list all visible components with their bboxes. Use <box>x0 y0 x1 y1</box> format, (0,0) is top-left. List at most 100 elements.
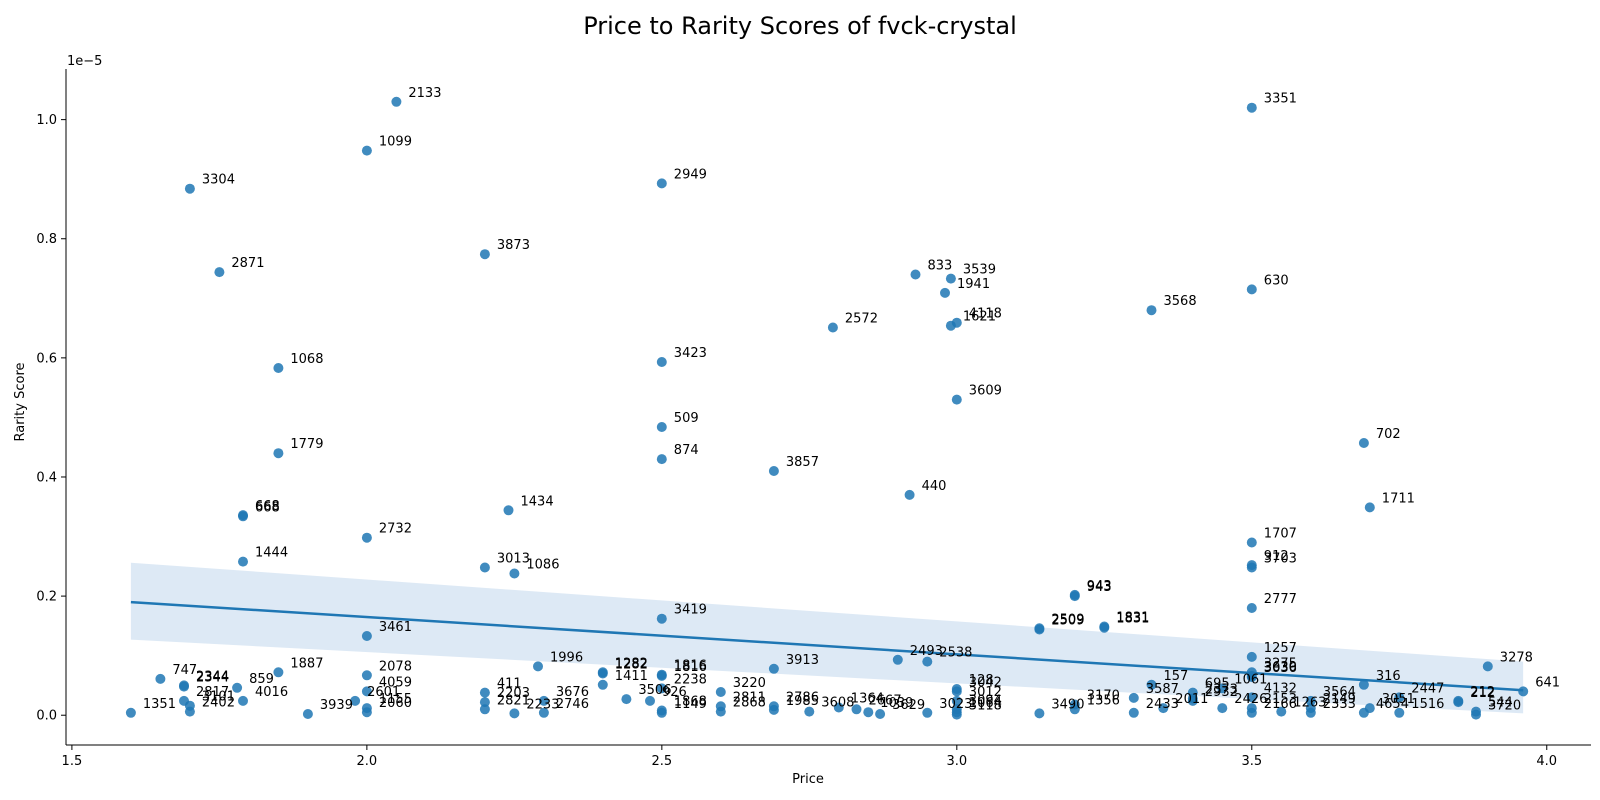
point-label: 2433 <box>1146 697 1179 712</box>
data-point <box>768 466 779 476</box>
data-point <box>715 706 726 717</box>
data-point <box>509 568 520 579</box>
point-label: 2203 <box>497 686 530 701</box>
x-tick-label: 3.5 <box>1241 754 1262 769</box>
point-label: 2786 <box>786 690 819 705</box>
data-point <box>656 454 667 465</box>
y-axis-label: Rarity Score <box>13 362 28 441</box>
point-label: 1149 <box>674 697 707 712</box>
point-label: 1941 <box>957 277 990 292</box>
point-label: 1779 <box>290 437 323 452</box>
point-label: 2078 <box>379 659 412 674</box>
point-label: 1868 <box>674 695 707 710</box>
x-axis-label: Price <box>792 772 824 787</box>
data-point <box>1453 697 1464 708</box>
data-point <box>1246 703 1257 714</box>
data-point <box>892 654 903 665</box>
point-label: 3012 <box>969 685 1002 700</box>
point-label: 2871 <box>231 256 264 271</box>
x-tick-label: 2.0 <box>357 754 378 769</box>
point-label: 2538 <box>939 646 972 661</box>
y-tick-label: 0.4 <box>36 470 57 485</box>
data-point <box>715 687 726 697</box>
point-label: 1444 <box>255 546 288 561</box>
point-label: 3939 <box>320 698 353 713</box>
x-tick-label: 2.5 <box>651 754 672 769</box>
point-label: 1364 <box>851 692 884 707</box>
data-point <box>940 287 950 298</box>
point-label: 544 <box>1488 696 1513 711</box>
data-point <box>910 269 921 280</box>
data-point <box>503 505 514 516</box>
x-tick-label: 4.0 <box>1536 754 1557 769</box>
data-point <box>951 709 962 720</box>
point-label: 4016 <box>255 685 288 700</box>
y-tick-label: 0.2 <box>36 590 57 605</box>
point-label: 1263 <box>1293 696 1326 711</box>
chart-title: Price to Rarity Scores of fvck-crystal <box>583 12 1017 40</box>
point-label: 3676 <box>556 685 589 700</box>
point-label: 2572 <box>845 312 878 327</box>
point-label: 3351 <box>1264 92 1297 107</box>
point-label: 3913 <box>786 653 819 668</box>
data-point <box>238 510 248 521</box>
data-point <box>361 703 372 714</box>
y-tick-label: 0.6 <box>36 351 57 366</box>
point-label: 1831 <box>1116 611 1149 626</box>
point-label: 2166 <box>1264 697 1297 712</box>
point-label: 874 <box>674 443 699 458</box>
y-tick-label: 0.0 <box>36 709 57 724</box>
data-point <box>179 681 189 692</box>
data-point <box>273 667 284 678</box>
point-label: 2777 <box>1264 592 1297 607</box>
point-label: 1099 <box>379 135 412 150</box>
point-label: 128 <box>969 673 994 688</box>
point-label: 2811 <box>733 690 766 705</box>
data-point <box>479 697 490 708</box>
y-tick-label: 1.0 <box>36 113 57 128</box>
point-label: 943 <box>1087 579 1112 594</box>
data-point <box>1358 707 1369 718</box>
point-label: 4059 <box>379 675 412 690</box>
data-point <box>645 695 655 706</box>
data-point <box>509 708 520 719</box>
point-label: 630 <box>1264 273 1289 288</box>
point-label: 1064 <box>969 696 1002 711</box>
point-label: 411 <box>497 677 522 692</box>
data-point <box>1146 305 1157 316</box>
point-label: 1356 <box>1087 693 1120 708</box>
point-label: 316 <box>1376 669 1401 684</box>
data-point <box>656 357 667 367</box>
data-point <box>184 706 195 717</box>
point-label: 3042 <box>969 675 1002 690</box>
data-point <box>922 707 933 718</box>
point-label: 1434 <box>521 494 554 509</box>
point-label: 1155 <box>379 692 412 707</box>
data-point <box>125 707 136 718</box>
point-label: 2011 <box>1175 692 1208 707</box>
data-point <box>1217 703 1228 714</box>
data-point <box>597 667 608 678</box>
regression-line <box>130 600 1524 692</box>
data-point <box>533 661 543 672</box>
data-point <box>1069 589 1080 600</box>
data-point <box>768 663 779 674</box>
point-label: 440 <box>922 479 947 494</box>
point-label: 859 <box>249 672 274 687</box>
point-label: 2821 <box>497 693 530 708</box>
data-point <box>1305 695 1316 706</box>
data-point <box>1246 651 1257 662</box>
data-point <box>875 709 886 719</box>
data-point <box>1217 683 1228 694</box>
point-label: 3101 <box>202 690 235 705</box>
point-label: 3629 <box>892 698 925 713</box>
point-label: 3036 <box>1264 661 1297 676</box>
data-point <box>1276 706 1287 717</box>
point-label: 1257 <box>1264 641 1297 656</box>
point-label: 1887 <box>290 656 323 671</box>
data-point <box>1128 707 1139 718</box>
data-point <box>361 686 372 697</box>
data-point <box>833 702 844 713</box>
point-label: 4118 <box>969 307 1002 322</box>
